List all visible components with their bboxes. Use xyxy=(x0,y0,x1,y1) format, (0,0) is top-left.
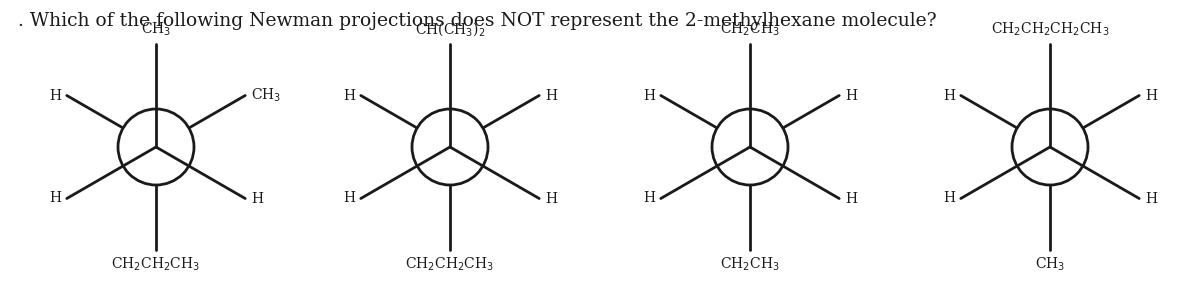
Text: CH$_3$: CH$_3$ xyxy=(251,87,282,104)
Text: CH$_3$: CH$_3$ xyxy=(1034,256,1066,273)
Text: . Which of the following Newman projections does NOT represent the 2-methylhexan: . Which of the following Newman projecti… xyxy=(18,12,937,30)
Text: H: H xyxy=(343,191,355,206)
Text: H: H xyxy=(1145,88,1157,103)
Text: CH(CH$_3$)$_2$: CH(CH$_3$)$_2$ xyxy=(415,20,485,38)
Text: H: H xyxy=(943,88,955,103)
Text: H: H xyxy=(251,191,263,206)
Text: H: H xyxy=(343,88,355,103)
Circle shape xyxy=(1012,109,1088,185)
Text: CH$_2$CH$_3$: CH$_2$CH$_3$ xyxy=(720,256,780,273)
Text: H: H xyxy=(1145,191,1157,206)
Text: CH$_2$CH$_2$CH$_3$: CH$_2$CH$_2$CH$_3$ xyxy=(112,256,200,273)
Text: H: H xyxy=(545,191,557,206)
Text: H: H xyxy=(545,88,557,103)
Text: CH$_2$CH$_3$: CH$_2$CH$_3$ xyxy=(720,21,780,38)
Text: H: H xyxy=(643,191,655,206)
Circle shape xyxy=(412,109,488,185)
Text: H: H xyxy=(49,88,61,103)
Circle shape xyxy=(118,109,194,185)
Text: CH$_2$CH$_2$CH$_2$CH$_3$: CH$_2$CH$_2$CH$_2$CH$_3$ xyxy=(991,21,1109,38)
Text: H: H xyxy=(643,88,655,103)
Text: CH$_2$CH$_2$CH$_3$: CH$_2$CH$_2$CH$_3$ xyxy=(406,256,494,273)
Text: H: H xyxy=(943,191,955,206)
Circle shape xyxy=(712,109,788,185)
Text: H: H xyxy=(845,191,857,206)
Text: H: H xyxy=(845,88,857,103)
Text: H: H xyxy=(49,191,61,206)
Text: CH$_3$: CH$_3$ xyxy=(140,21,172,38)
